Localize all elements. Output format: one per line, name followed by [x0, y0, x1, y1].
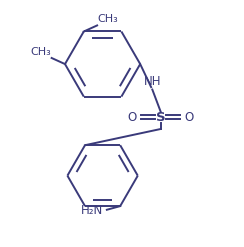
Text: NH: NH: [143, 75, 161, 88]
Text: CH₃: CH₃: [98, 14, 119, 24]
Text: CH₃: CH₃: [30, 47, 51, 57]
Text: S: S: [156, 111, 166, 124]
Text: O: O: [128, 111, 137, 124]
Text: H₂N: H₂N: [81, 205, 103, 217]
Text: O: O: [185, 111, 194, 124]
